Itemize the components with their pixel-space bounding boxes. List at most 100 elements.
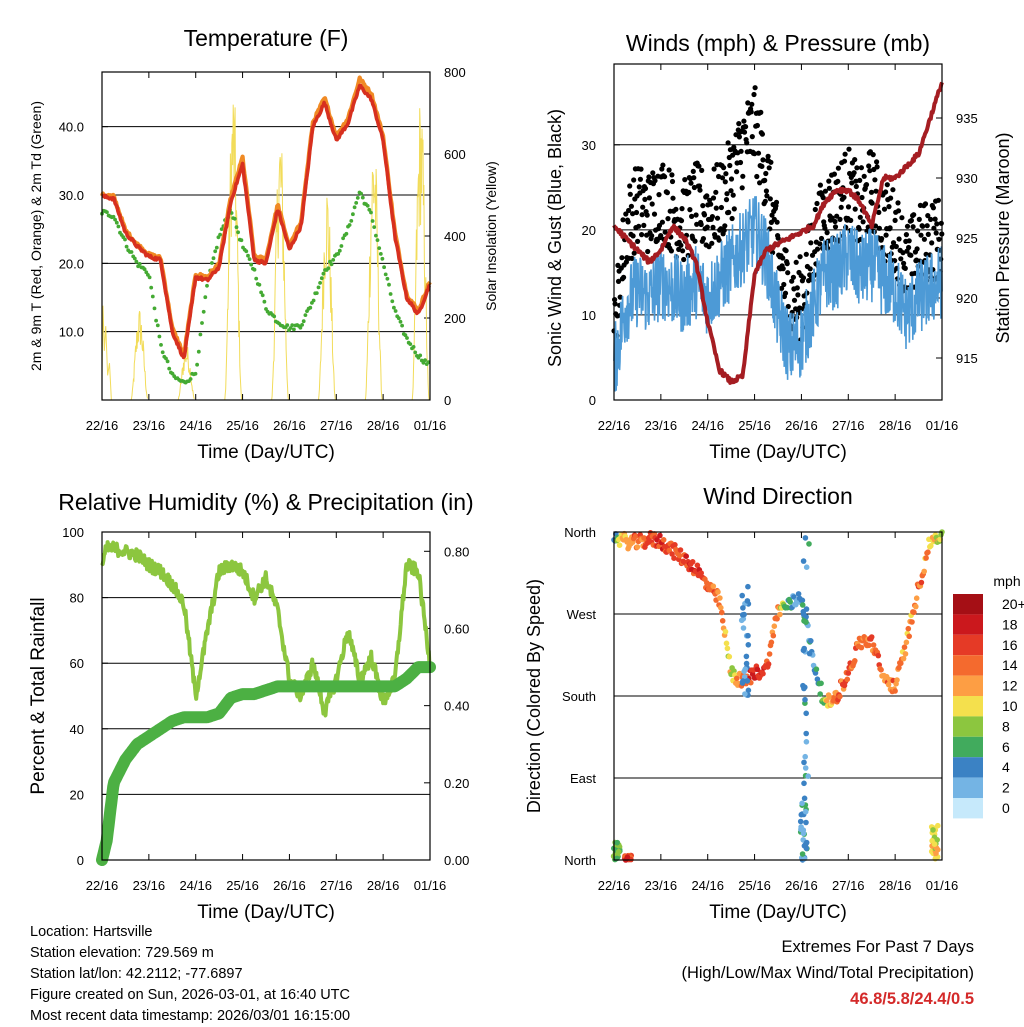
gust-point — [822, 225, 828, 231]
gust-point — [817, 182, 824, 188]
dewpoint-point — [413, 350, 418, 355]
y2-tick-label: 0.20 — [444, 776, 469, 791]
dewpoint-point — [205, 283, 209, 288]
gust-point — [708, 201, 714, 207]
dewpoint-point — [351, 212, 355, 217]
gust-point — [898, 256, 904, 262]
gust-point — [895, 208, 902, 214]
direction-point — [805, 773, 811, 779]
gust-point — [890, 187, 896, 193]
gust-point — [872, 177, 878, 183]
direction-point — [743, 660, 750, 667]
direction-point — [931, 841, 938, 847]
x-tick-label: 28/16 — [367, 418, 400, 433]
x-tick-label: 22/16 — [86, 418, 119, 433]
dewpoint-point — [396, 316, 401, 321]
legend-swatch — [953, 655, 983, 676]
dewpoint-point — [155, 323, 160, 328]
direction-point — [900, 655, 907, 662]
direction-point — [671, 555, 677, 561]
direction-point — [932, 855, 939, 862]
direction-point — [803, 730, 809, 737]
dewpoint-point — [369, 210, 373, 215]
gust-point — [615, 278, 622, 284]
gust-point — [621, 274, 627, 280]
dewpoint-point — [213, 249, 218, 254]
station-pressure-line — [612, 81, 944, 385]
direction-point — [813, 666, 820, 672]
direction-point — [806, 650, 813, 657]
y-tick-label: 20 — [582, 223, 596, 238]
gust-point — [690, 168, 696, 174]
direction-point — [918, 579, 925, 586]
gust-point — [644, 212, 650, 218]
y-tick-label: 100 — [62, 525, 84, 540]
winds-chart: Winds (mph) & Pressure (mb) 22/16 23/16 24/… — [545, 30, 1013, 463]
solar-insolation-line — [177, 347, 195, 401]
gust-point — [837, 216, 843, 222]
gust-point — [694, 221, 700, 227]
gust-point — [870, 152, 876, 158]
gust-point — [841, 194, 847, 200]
gust-point — [678, 218, 685, 224]
gust-point — [852, 206, 858, 212]
dewpoint-point — [352, 205, 357, 210]
solar-insolation-line — [318, 197, 336, 401]
dewpoint-point — [408, 342, 413, 346]
gust-point — [723, 171, 729, 177]
x-tick-label: 24/16 — [179, 878, 212, 893]
direction-point — [923, 555, 929, 561]
direction-point — [740, 605, 746, 611]
gust-point — [782, 290, 789, 296]
x-tick-label: 01/16 — [414, 878, 447, 893]
gust-point — [762, 198, 768, 204]
x-tick-label: 24/16 — [691, 418, 724, 433]
dewpoint-point — [137, 262, 142, 266]
gust-point — [869, 200, 875, 206]
dewpoint-point — [129, 250, 134, 254]
direction-point — [770, 632, 777, 639]
x-tick-label: 23/16 — [645, 418, 678, 433]
dewpoint-point — [423, 358, 427, 362]
legend-swatch — [953, 736, 983, 758]
dewpoint-point — [318, 281, 322, 285]
gust-point — [803, 251, 809, 257]
gust-point — [673, 206, 679, 212]
direction-point — [868, 634, 875, 640]
x-tick-label: 28/16 — [367, 878, 400, 893]
direction-point — [722, 628, 729, 635]
solar-insolation-line — [364, 168, 383, 401]
direction-point — [669, 551, 675, 557]
gust-point — [851, 170, 857, 176]
station-latlon: Station lat/lon: 42.2112; -77.6897 — [30, 966, 243, 982]
direction-point — [801, 795, 808, 802]
gust-point — [929, 240, 935, 246]
direction-point — [744, 598, 751, 604]
gust-point — [713, 189, 719, 195]
direction-point — [896, 664, 902, 671]
dewpoint-point — [336, 251, 341, 256]
gust-point — [906, 244, 912, 251]
direction-point — [723, 640, 730, 647]
gust-point — [835, 165, 842, 171]
x-tick-label: 25/16 — [226, 878, 259, 893]
gust-point — [817, 241, 823, 247]
y-axis-label: 2m & 9m T (Red, Orange) & 2m Td (Green) — [28, 101, 44, 371]
direction-point — [799, 597, 806, 604]
direction-point — [800, 611, 807, 618]
gust-point — [738, 148, 744, 154]
gust-point — [883, 232, 889, 238]
gust-point — [726, 209, 732, 215]
y-tick-label: 0 — [77, 853, 84, 868]
y-tick-label: 30.0 — [59, 188, 84, 203]
direction-point — [903, 639, 910, 646]
direction-point — [777, 611, 783, 618]
gust-point — [736, 134, 743, 140]
data-timestamp: Most recent data timestamp: 2026/03/01 1… — [30, 1008, 351, 1024]
direction-point — [676, 552, 683, 559]
direction-point — [698, 570, 704, 576]
gust-point — [783, 248, 789, 254]
direction-point — [743, 653, 750, 660]
gust-point — [710, 195, 717, 201]
gust-point — [701, 212, 708, 218]
